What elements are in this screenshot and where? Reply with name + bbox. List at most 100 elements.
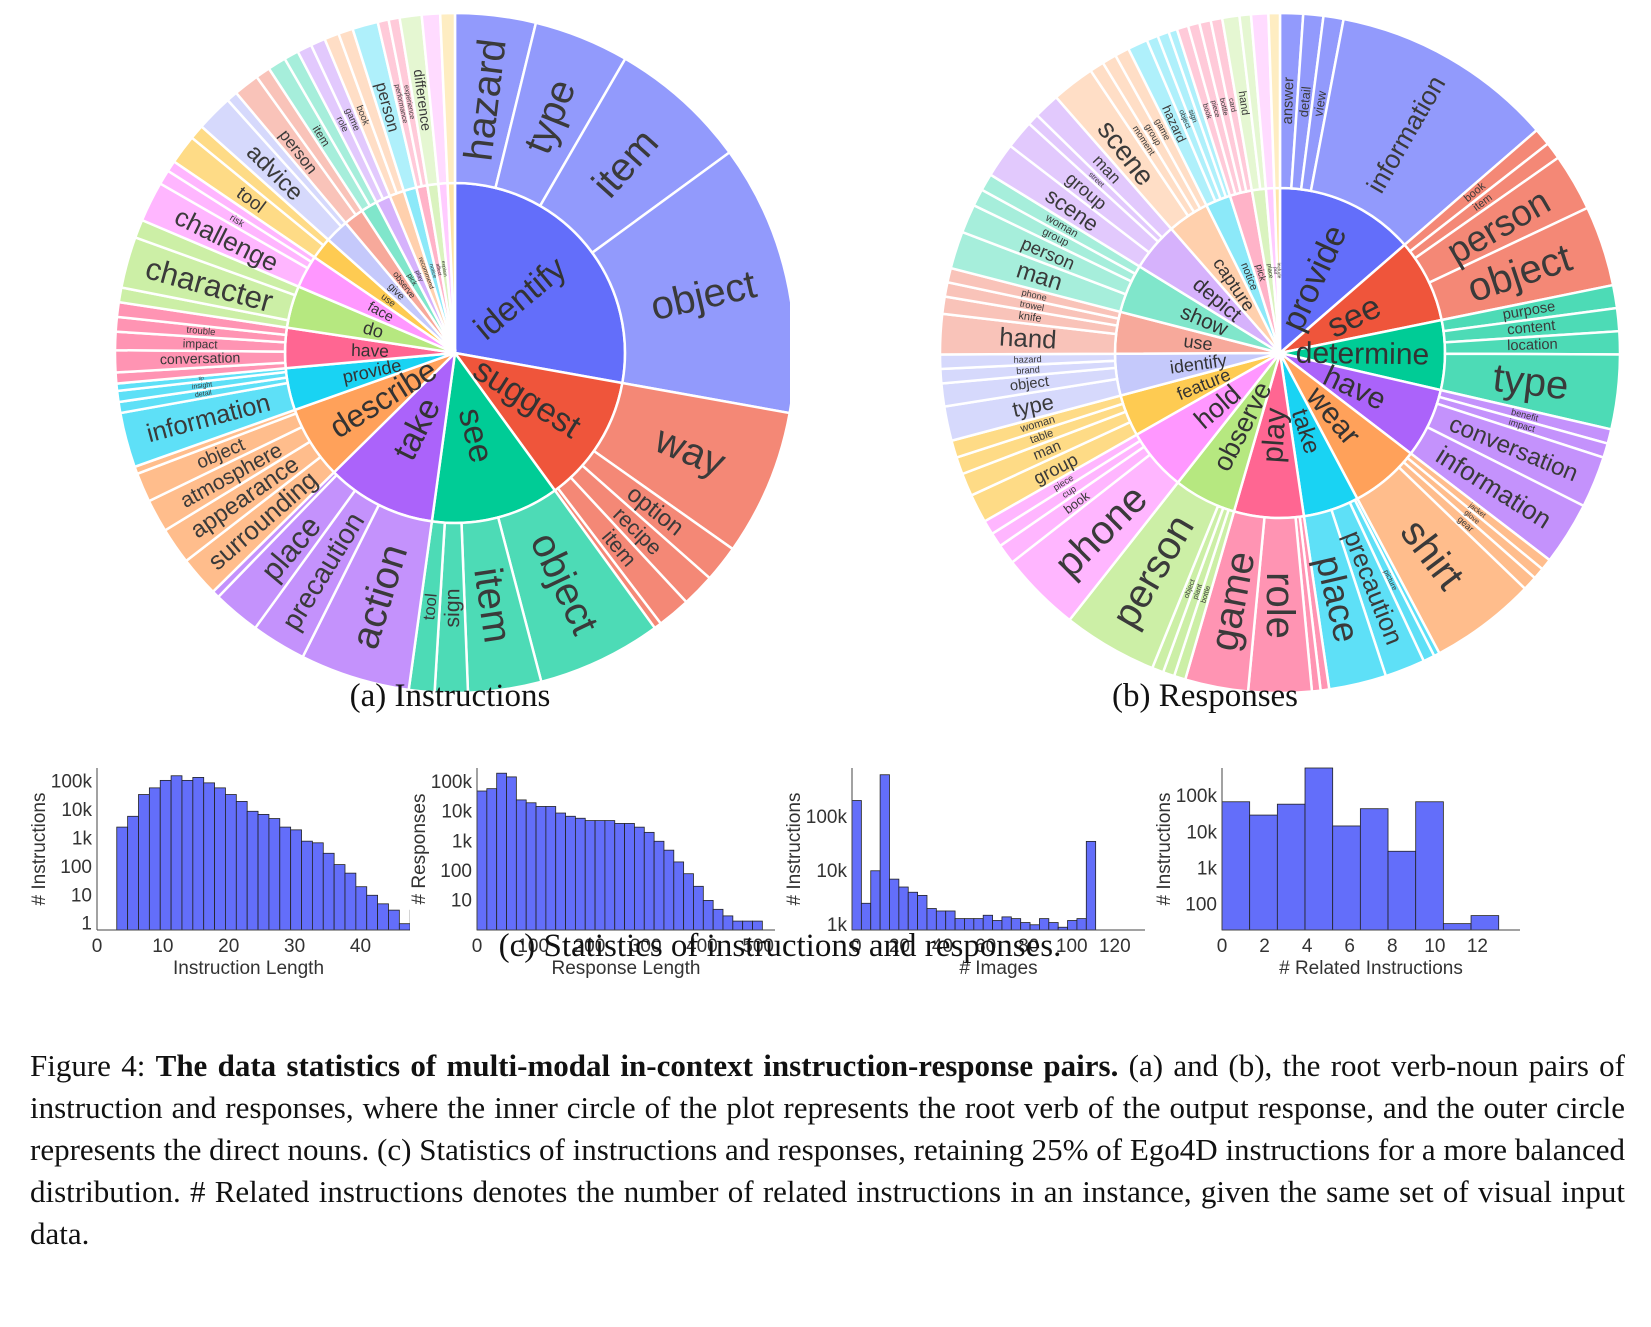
histogram-bar xyxy=(377,903,389,931)
x-tick-label: 200 xyxy=(574,936,606,957)
y-axis-label: # Instructions xyxy=(784,793,805,906)
histogram-bar xyxy=(192,777,205,931)
histogram-bar xyxy=(1415,801,1444,931)
noun-label-tip: tip xyxy=(198,375,204,382)
histogram-bar xyxy=(702,900,714,931)
histogram-bar xyxy=(693,885,704,931)
histogram-bar xyxy=(235,801,248,931)
histogram-bar xyxy=(170,775,183,931)
x-tick-label: 20 xyxy=(889,936,910,957)
verb-label-explain: explain xyxy=(440,260,448,277)
y-axis-label: # Responses xyxy=(409,794,430,905)
x-tick-label: 60 xyxy=(975,936,996,957)
noun-label-bottle: bottle xyxy=(1218,97,1231,116)
noun-label-brand: brand xyxy=(1016,364,1040,376)
y-tick-label: 1k xyxy=(827,915,848,936)
histogram-bar xyxy=(535,806,547,931)
histogram-bar xyxy=(515,799,527,931)
histogram-bar xyxy=(653,840,665,931)
histogram-bar xyxy=(486,788,498,931)
histogram-bar xyxy=(1249,814,1278,931)
histogram-bar xyxy=(604,820,616,931)
histogram-bar xyxy=(889,878,900,931)
x-tick-label: 4 xyxy=(1302,936,1313,957)
y-tick-label: 10 xyxy=(71,885,92,906)
x-axis-label: # Images xyxy=(959,958,1037,979)
y-tick-label: 10k xyxy=(1186,822,1217,843)
caption-b: (b) Responses xyxy=(1111,678,1299,714)
y-tick-label: 10k xyxy=(61,800,92,821)
histogram-bar xyxy=(203,782,215,931)
histogram-bar xyxy=(181,779,194,931)
images-histogram: 0 20 40 60 80 100 120 1k 10k 100k # Images # Instru… xyxy=(784,768,1145,979)
noun-wedge-unlabeled xyxy=(1267,11,1282,190)
histogram-bar xyxy=(545,806,557,931)
y-tick-label: 1k xyxy=(452,831,473,852)
histogram-bar xyxy=(634,826,645,931)
x-tick-label: 20 xyxy=(218,936,239,957)
x-tick-label: 0 xyxy=(472,936,483,957)
histogram-bar xyxy=(279,826,292,931)
histogram-bar xyxy=(926,908,937,931)
y-tick-label: 10k xyxy=(441,802,472,823)
x-tick-label: 30 xyxy=(284,936,305,957)
noun-label-conversation: conversation xyxy=(160,350,241,368)
x-tick-label: 400 xyxy=(686,936,718,957)
responses-sunburst: provideseedeterminehaveweartakeplayobser… xyxy=(938,11,1622,695)
caption-c: (c) Statistics of instructions and respo… xyxy=(498,928,1062,964)
histogram-bar xyxy=(1304,767,1334,931)
histogram-bar xyxy=(148,787,161,931)
verb-label-play: play xyxy=(413,269,425,283)
histogram-bar xyxy=(594,820,606,931)
y-tick-label: 10 xyxy=(451,890,472,911)
y-tick-label: 100k xyxy=(51,772,93,793)
x-tick-label: 12 xyxy=(1467,936,1488,957)
noun-label-hazard: hazard xyxy=(1013,354,1041,365)
histogram-bar xyxy=(683,873,694,931)
y-tick-label: 10k xyxy=(816,861,847,882)
noun-label-sign: sign xyxy=(1187,108,1200,124)
histogram-bar xyxy=(1221,801,1251,931)
histogram-bar xyxy=(246,810,259,931)
verb-label-place: place xyxy=(1266,264,1274,280)
histogram-bar xyxy=(673,861,685,931)
x-tick-label: 8 xyxy=(1387,936,1398,957)
noun-label-location: location xyxy=(1507,337,1558,355)
noun-label-detail: detail xyxy=(194,389,212,400)
y-tick-label: 100k xyxy=(431,772,473,793)
response-length-histogram: 0 100 200 300 400 500 10 100 1k 10k 100k Response L… xyxy=(409,768,775,979)
histogram-bar xyxy=(1359,808,1389,931)
histogram-bar xyxy=(268,818,281,931)
x-tick-label: 0 xyxy=(92,936,103,957)
histogram-bar xyxy=(1332,825,1361,931)
verb-label-pick: pick xyxy=(1253,263,1268,282)
histogram-bar xyxy=(870,870,881,931)
verb-label-have: have xyxy=(351,340,389,361)
histogram-bar xyxy=(159,779,172,931)
noun-label-hand: hand xyxy=(999,323,1058,354)
x-tick-label: 6 xyxy=(1344,936,1355,957)
noun-label-piece: piece xyxy=(1209,99,1222,118)
histogram-bar xyxy=(301,840,313,931)
noun-label-knife: knife xyxy=(1018,310,1043,325)
histogram-bar xyxy=(1276,803,1306,931)
noun-label-detail: detail xyxy=(1296,86,1314,118)
x-tick-label: 0 xyxy=(1217,936,1228,957)
histogram-bar xyxy=(712,908,724,931)
verb-label-play: play xyxy=(1256,407,1293,464)
y-tick-label: 100k xyxy=(1176,786,1218,807)
x-tick-label: 120 xyxy=(1099,936,1131,957)
noun-label-tool: tool xyxy=(419,593,441,622)
noun-label-role: role xyxy=(1258,572,1302,639)
histogram-bar xyxy=(624,823,635,931)
x-tick-label: 100 xyxy=(517,936,549,957)
histogram-bar xyxy=(214,787,226,931)
verb-label-include: include xyxy=(1275,263,1281,279)
verb-label-affect: affect xyxy=(434,263,442,277)
verb-label-use: use xyxy=(1182,331,1213,354)
noun-label-type: type xyxy=(1491,356,1571,408)
y-tick-label: 1k xyxy=(1197,859,1218,880)
noun-label-card: card xyxy=(1227,97,1238,113)
histogram-bar xyxy=(476,790,488,931)
noun-label-impact: impact xyxy=(183,336,219,351)
